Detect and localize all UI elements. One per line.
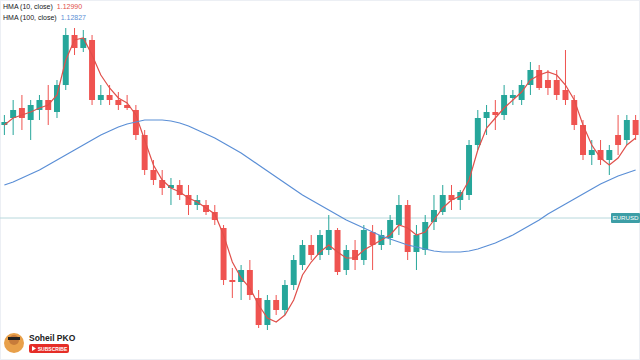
candle-body: [370, 232, 376, 245]
avatar: [4, 333, 24, 353]
candle-body: [562, 90, 568, 100]
candle-body: [413, 235, 419, 252]
candle-body: [589, 150, 595, 155]
legend-value: 1.12990: [57, 3, 82, 10]
candle-body: [440, 195, 446, 212]
candle-body: [150, 170, 156, 180]
legend-label: HMA (10, close): [3, 3, 53, 11]
candle-body: [343, 250, 349, 270]
indicator-line: [4, 38, 635, 322]
candle-body: [264, 300, 270, 325]
candle-body: [229, 280, 235, 282]
candle-body: [466, 145, 472, 195]
plot-frame: [1, 1, 640, 360]
channel-name: Soheil PKO: [29, 333, 76, 343]
subscribe-label: SUBSCRIBE: [38, 346, 68, 352]
watermark: Soheil PKO SUBSCRIBE: [4, 333, 76, 353]
candle-body: [282, 285, 288, 310]
candle-body: [475, 118, 481, 145]
candle-wick: [170, 178, 171, 205]
price-tag: [611, 213, 640, 223]
candle-body: [554, 80, 560, 95]
candle-body: [633, 120, 639, 135]
candle-wick: [232, 268, 233, 298]
candle-body: [536, 70, 542, 88]
candle-body: [19, 108, 25, 118]
candle-body: [571, 100, 577, 125]
candle-body: [606, 150, 612, 160]
candle-body: [396, 205, 402, 225]
chart: EURUSD HMA (10, close) 1.12990HMA (100, cl…: [0, 0, 640, 360]
candle-body: [615, 135, 621, 145]
candle-body: [115, 100, 121, 105]
price-tag-label: EURUSD: [612, 214, 639, 221]
candle-body: [308, 245, 314, 255]
legend-value: 1.12827: [61, 14, 86, 21]
candle-body: [361, 230, 367, 260]
candle-body: [484, 112, 490, 118]
indicator-line: [4, 120, 635, 252]
subscribe-button[interactable]: [29, 344, 69, 353]
candle-body: [501, 95, 507, 115]
candle-body: [545, 80, 551, 88]
candle-body: [107, 95, 113, 100]
price-line: [0, 218, 640, 219]
candle-body: [299, 245, 305, 265]
candle-body: [89, 40, 95, 100]
candle-body: [492, 112, 498, 115]
plot-area: [0, 28, 640, 330]
candle-body: [291, 260, 297, 285]
play-icon: [32, 346, 36, 351]
legend-label: HMA (100, close): [3, 14, 57, 22]
candle-body: [273, 300, 279, 310]
candle-body: [422, 222, 428, 250]
candle-body: [98, 95, 104, 100]
candle-body: [624, 120, 630, 140]
avatar-face: [9, 335, 19, 345]
avatar-glasses: [8, 337, 20, 340]
